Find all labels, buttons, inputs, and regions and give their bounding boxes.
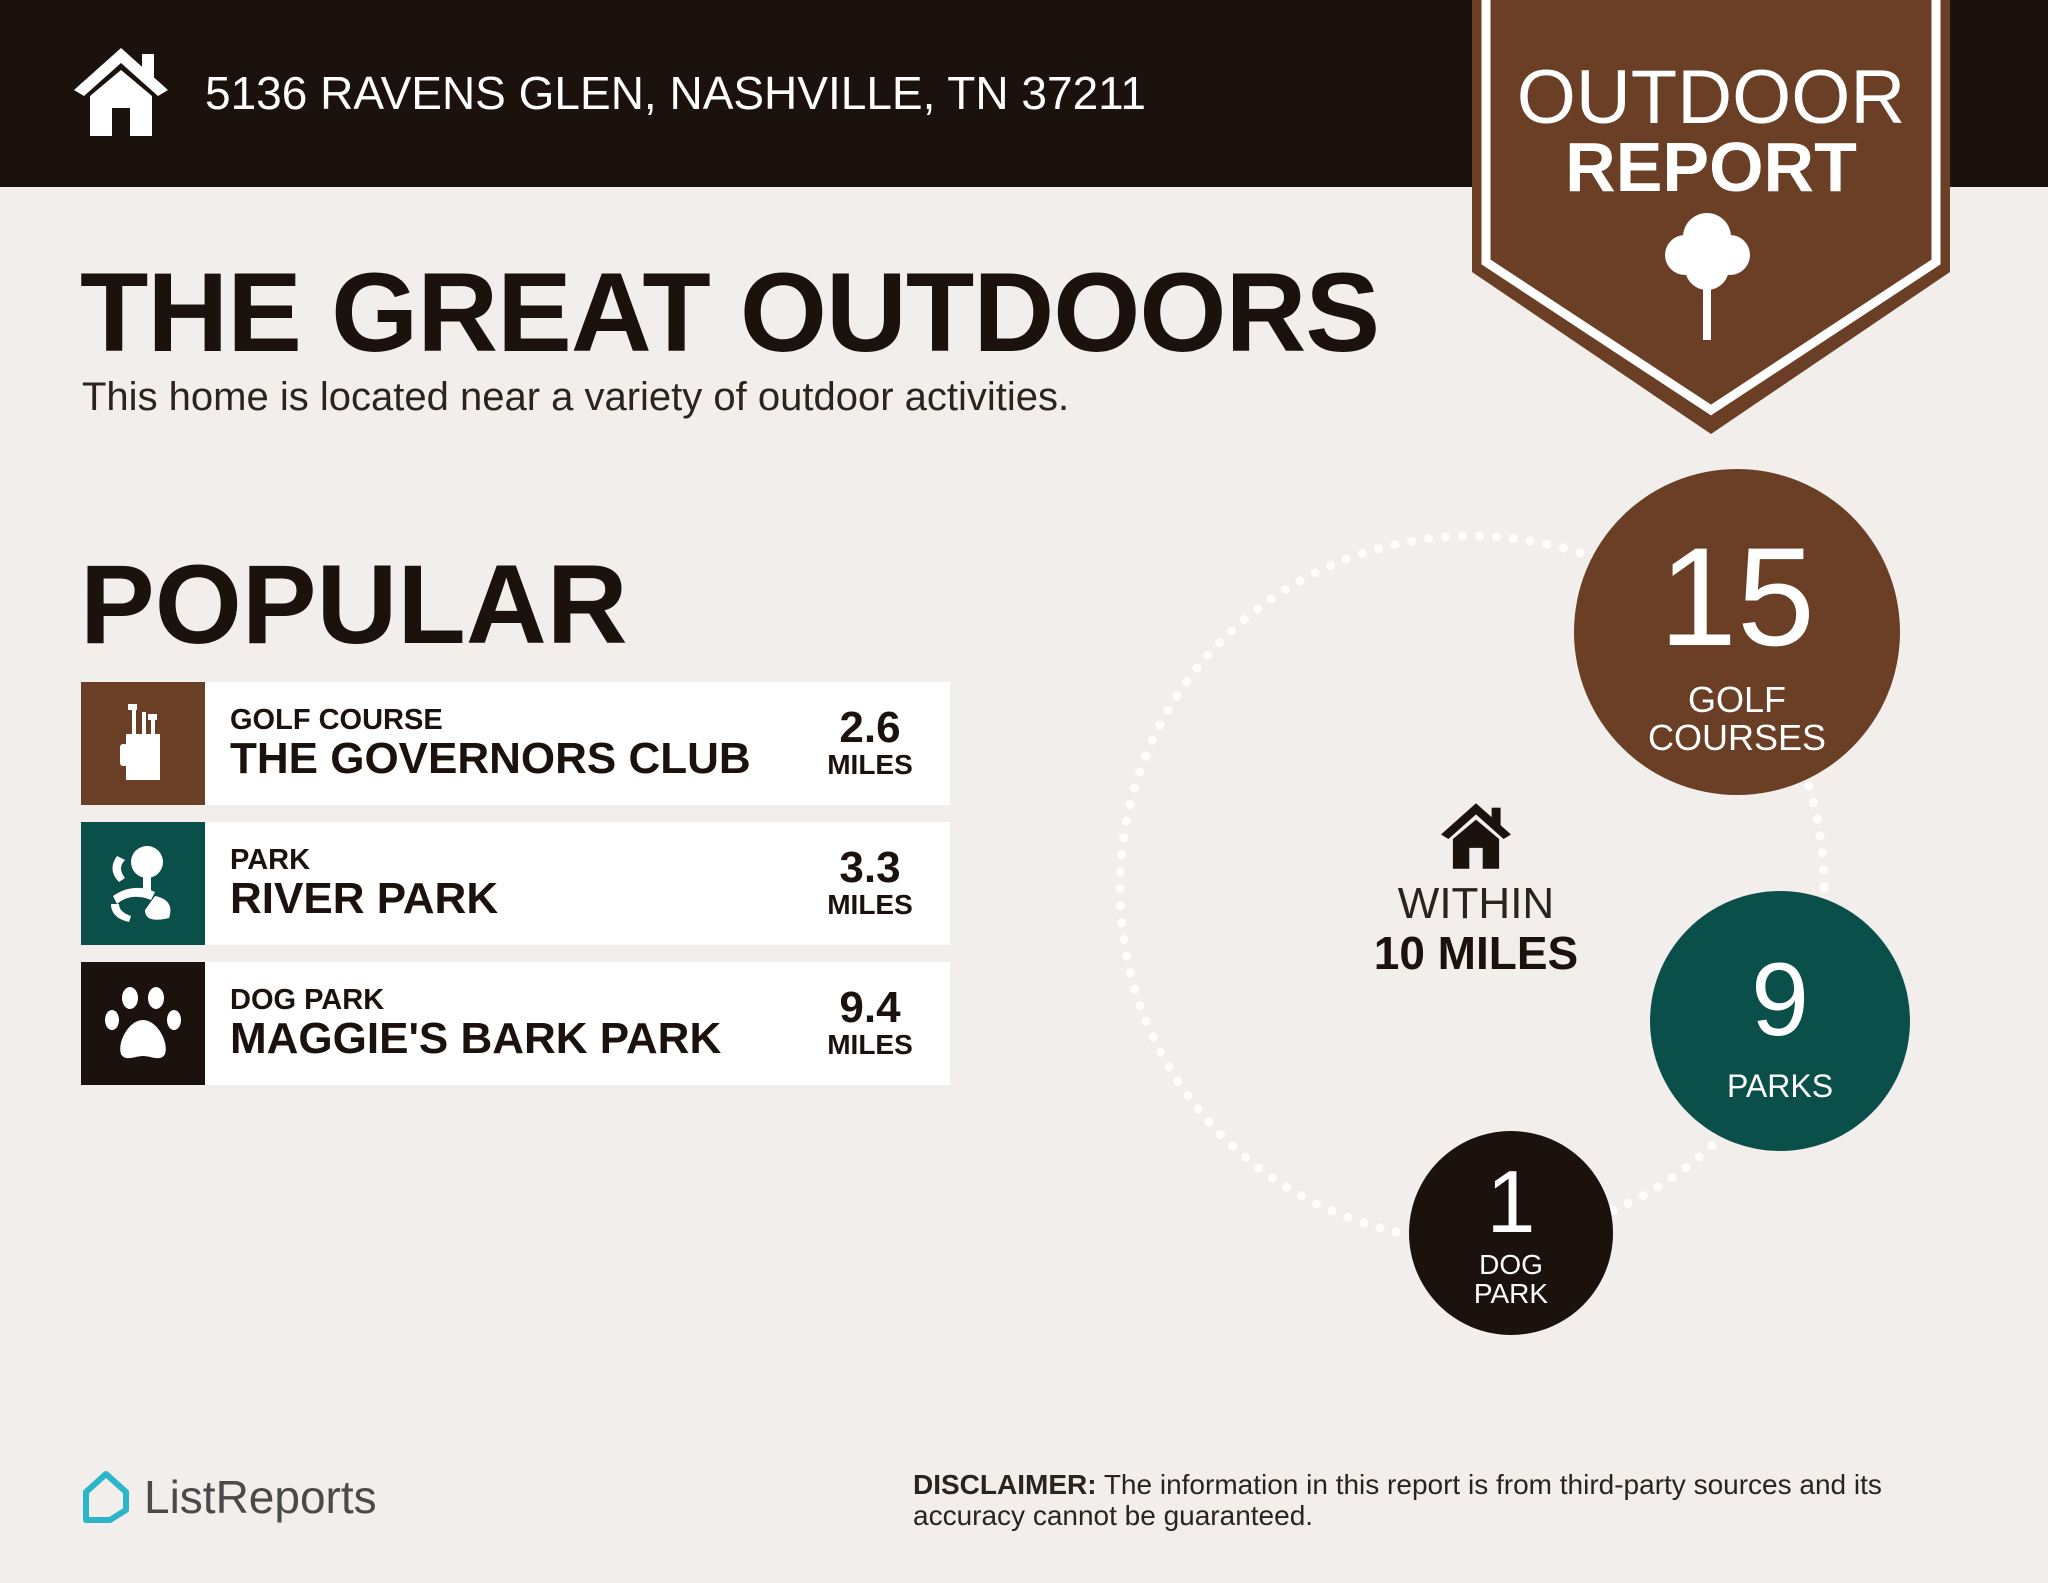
house-icon <box>74 48 168 136</box>
count-label: PARK <box>1473 1278 1549 1309</box>
radius-label: WITHIN 10 MILES <box>1326 879 1626 980</box>
parks-count: 9 PARKS <box>1650 891 1910 1151</box>
item-category: GOLF COURSE <box>230 704 443 737</box>
item-name: MAGGIE'S BARK PARK <box>230 1013 722 1063</box>
count-label: COURSES <box>1647 717 1827 758</box>
item-distance-unit: MILES <box>827 749 913 781</box>
radius-line1: WITHIN <box>1397 879 1555 928</box>
item-distance-unit: MILES <box>827 889 913 921</box>
list-item: PARK RIVER PARK 3.3 MILES <box>81 822 950 945</box>
outdoor-report-badge <box>1472 0 1950 434</box>
item-distance: 3.3 <box>839 843 901 893</box>
radius-line2: 10 MILES <box>1373 927 1579 980</box>
golf-courses-count: 15 GOLF COURSES <box>1574 469 1900 795</box>
page-title: THE GREAT OUTDOORS <box>80 250 1380 375</box>
dog-park-count: 1 DOG PARK <box>1409 1131 1613 1335</box>
logo-text: ListReports <box>144 1471 377 1523</box>
item-distance: 9.4 <box>839 983 901 1033</box>
disclaimer-text: The information in this report is from t… <box>913 1469 1882 1531</box>
house-icon <box>1440 803 1512 869</box>
tree-icon <box>1665 213 1750 340</box>
count-value: 15 <box>1659 518 1815 676</box>
property-address: 5136 RAVENS GLEN, NASHVILLE, TN 37211 <box>205 67 1146 119</box>
count-label: PARKS <box>1726 1068 1834 1105</box>
item-name: THE GOVERNORS CLUB <box>230 733 751 783</box>
park-tree-icon <box>81 822 205 945</box>
list-item: GOLF COURSE THE GOVERNORS CLUB 2.6 MILES <box>81 682 950 805</box>
count-value: 9 <box>1751 942 1809 1059</box>
page-subtitle: This home is located near a variety of o… <box>82 375 1070 419</box>
badge-title: OUTDOOR REPORT <box>1472 55 1950 206</box>
logo-icon <box>83 1471 129 1523</box>
badge-line2: REPORT <box>1565 128 1857 206</box>
count-label: DOG <box>1479 1248 1543 1280</box>
radius-dotted-circle <box>1115 531 1829 1245</box>
count-value: 1 <box>1486 1151 1536 1251</box>
paw-icon <box>81 962 205 1085</box>
popular-heading: POPULAR <box>80 542 628 667</box>
disclaimer-label: DISCLAIMER: <box>913 1469 1097 1500</box>
item-category: PARK <box>230 844 311 877</box>
item-distance-unit: MILES <box>827 1029 913 1061</box>
item-category: DOG PARK <box>230 984 385 1017</box>
count-label: GOLF <box>1687 679 1786 721</box>
item-name: RIVER PARK <box>230 873 499 923</box>
disclaimer: DISCLAIMER: The information in this repo… <box>913 1469 1973 1532</box>
item-distance: 2.6 <box>839 703 901 753</box>
list-item: DOG PARK MAGGIE'S BARK PARK 9.4 MILES <box>81 962 950 1085</box>
badge-line1: OUTDOOR <box>1516 55 1906 140</box>
golf-bag-icon <box>81 682 205 805</box>
listreports-logo: ListReports <box>80 1470 377 1524</box>
